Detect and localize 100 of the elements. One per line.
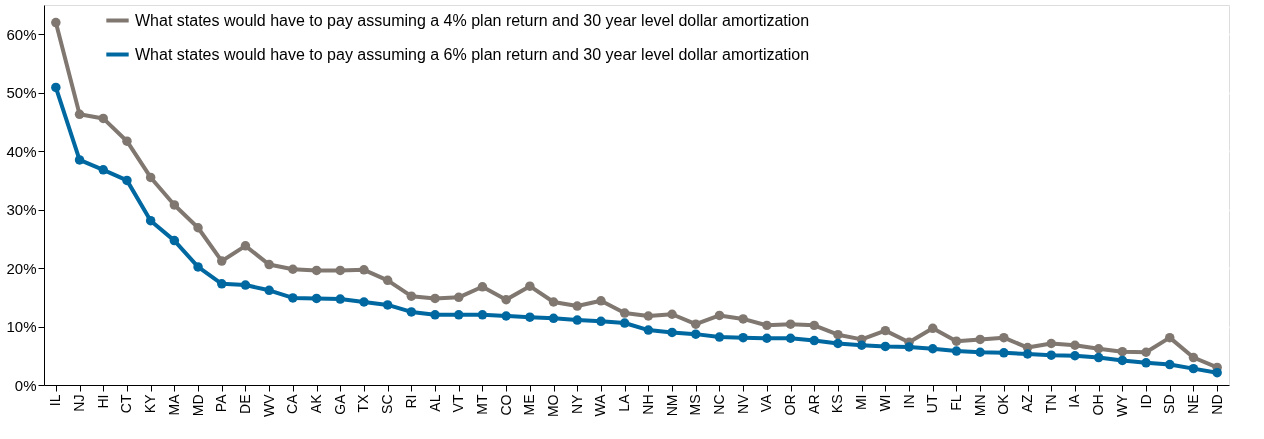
point	[145, 172, 156, 183]
point	[762, 333, 772, 343]
x-tick-label: AK	[308, 393, 325, 414]
point	[596, 316, 606, 327]
point	[1188, 363, 1199, 374]
x-tick-label: UT	[924, 394, 941, 414]
y-tick-label: 50%	[6, 84, 37, 102]
point	[691, 319, 701, 329]
point	[430, 310, 440, 320]
point	[359, 265, 369, 275]
point	[619, 318, 630, 328]
point	[572, 301, 582, 311]
point	[454, 292, 464, 303]
point	[1022, 349, 1033, 359]
x-tick-label: AZ	[1019, 394, 1036, 413]
x-tick-label: VA	[758, 393, 775, 413]
point	[1093, 344, 1104, 354]
x-tick-label: MS	[687, 394, 704, 416]
point	[477, 282, 488, 292]
point	[999, 332, 1009, 343]
x-tick-label: IL	[47, 394, 64, 407]
point	[975, 334, 985, 345]
point	[1188, 352, 1199, 363]
x-tick-label: NC	[710, 394, 727, 415]
point	[833, 329, 843, 340]
point	[785, 319, 796, 329]
point	[217, 279, 227, 289]
x-tick-label: MA	[165, 393, 182, 416]
point	[406, 291, 417, 301]
point	[288, 264, 298, 274]
point	[430, 293, 440, 304]
x-tick-label: TN	[1042, 394, 1059, 414]
x-tick-label: MT	[473, 394, 490, 415]
point	[382, 275, 393, 286]
point	[98, 165, 108, 175]
x-tick-label: CO	[497, 394, 514, 416]
point	[548, 297, 559, 307]
x-tick-label: NY	[568, 393, 585, 414]
point	[193, 223, 203, 233]
point	[738, 332, 748, 343]
point	[951, 346, 962, 356]
point	[833, 338, 843, 349]
point	[406, 307, 417, 317]
x-tick-label: ME	[521, 394, 538, 416]
point	[122, 136, 132, 146]
x-tick-label: WA	[592, 393, 609, 417]
x-tick-label: VT	[450, 394, 467, 413]
point	[596, 296, 606, 306]
point	[928, 323, 938, 334]
x-tick-label: GA	[331, 393, 348, 415]
x-tick-label: NE	[1184, 394, 1201, 414]
y-tick-label: 30%	[6, 201, 37, 219]
legend-label: What states would have to pay assuming a 4% plan return and 30 year level dollar amortization	[135, 11, 810, 29]
point	[1046, 350, 1056, 360]
x-tick-label: KY	[142, 393, 159, 414]
point	[74, 109, 85, 120]
x-tick-label: AL	[426, 394, 443, 412]
x-tick-label: LA	[616, 393, 633, 412]
point	[856, 340, 867, 350]
point	[454, 310, 464, 320]
point	[714, 310, 725, 321]
x-tick-label: HI	[94, 394, 111, 409]
point	[667, 309, 677, 319]
point	[667, 327, 677, 338]
point	[548, 313, 559, 324]
legend-label: What states would have to pay assuming a 6% plan return and 30 year level dollar amortization	[135, 45, 810, 63]
x-tick-label: SC	[379, 394, 396, 414]
point	[264, 259, 274, 270]
point	[1117, 355, 1128, 366]
point	[335, 265, 345, 276]
y-tick-label: 60%	[6, 25, 37, 43]
point	[217, 256, 227, 266]
point	[74, 155, 85, 165]
x-tick-label: ND	[1208, 394, 1225, 415]
x-tick-label: FL	[947, 394, 964, 411]
x-tick-label: OK	[995, 393, 1012, 415]
point	[51, 17, 61, 28]
point	[1046, 338, 1056, 349]
point	[975, 347, 985, 357]
point	[382, 300, 393, 310]
point	[311, 293, 322, 304]
x-tick-label: NJ	[71, 394, 88, 412]
x-tick-label: KS	[829, 394, 846, 414]
x-tick-label: WI	[876, 394, 893, 412]
point	[240, 280, 251, 290]
x-tick-label: ID	[1137, 394, 1154, 409]
point	[1070, 340, 1080, 350]
x-tick-label: PA	[213, 393, 230, 413]
point	[51, 82, 61, 93]
point	[1212, 367, 1222, 378]
point	[951, 336, 962, 346]
x-tick-label: NH	[639, 394, 656, 415]
x-tick-label: MD	[189, 394, 206, 417]
x-tick-label: OH	[1090, 394, 1107, 416]
x-tick-label: DE	[236, 394, 253, 414]
point	[714, 332, 725, 342]
point	[999, 348, 1009, 358]
point	[738, 314, 748, 324]
y-tick-label: 0%	[14, 376, 37, 394]
x-tick-label: TX	[355, 393, 372, 413]
